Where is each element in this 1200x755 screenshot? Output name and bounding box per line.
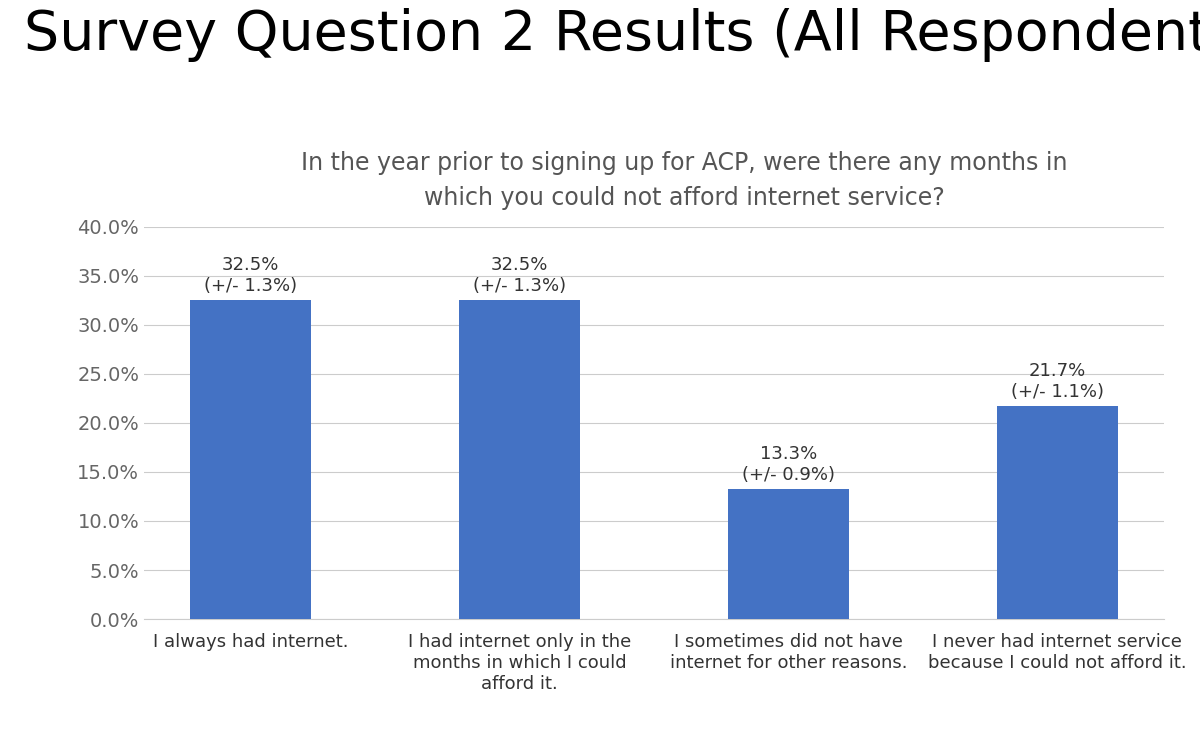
Text: 32.5%
(+/- 1.3%): 32.5% (+/- 1.3%) — [473, 257, 566, 295]
Text: In the year prior to signing up for ACP, were there any months in
which you coul: In the year prior to signing up for ACP,… — [301, 151, 1067, 211]
Bar — [191, 300, 311, 619]
Text: 21.7%
(+/- 1.1%): 21.7% (+/- 1.1%) — [1010, 362, 1104, 401]
Text: 32.5%
(+/- 1.3%): 32.5% (+/- 1.3%) — [204, 257, 298, 295]
Text: Survey Question 2 Results (All Respondents):: Survey Question 2 Results (All Responden… — [24, 8, 1200, 62]
Bar — [460, 300, 580, 619]
Bar — [728, 488, 848, 619]
Text: 13.3%
(+/- 0.9%): 13.3% (+/- 0.9%) — [742, 445, 835, 484]
Bar — [997, 406, 1117, 619]
